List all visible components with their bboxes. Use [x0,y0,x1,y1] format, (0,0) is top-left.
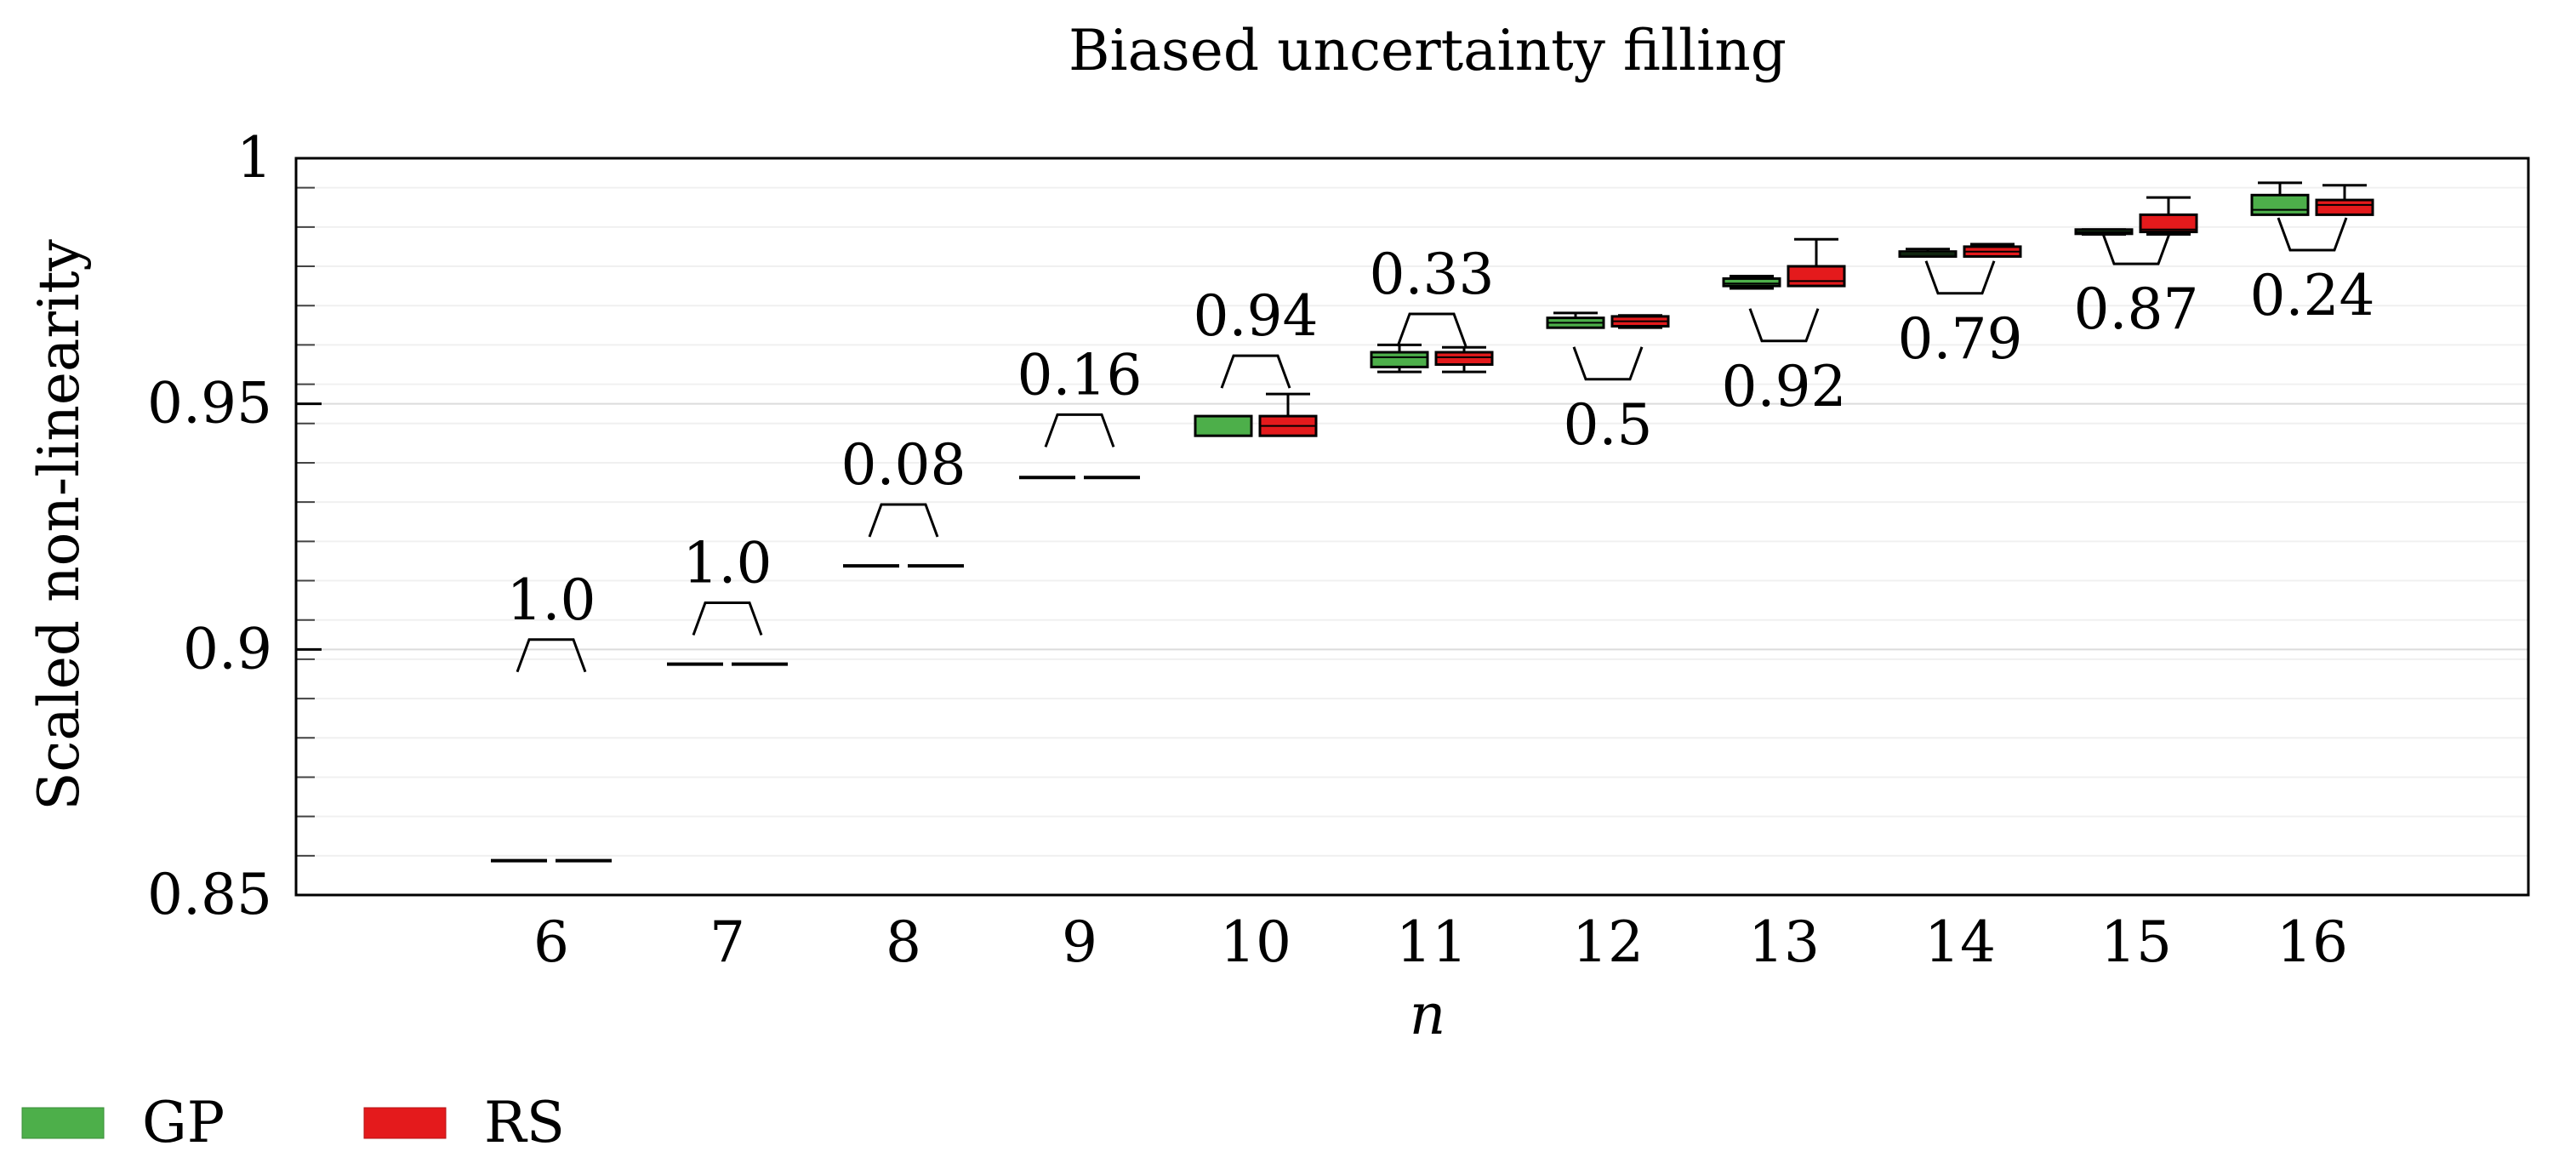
x-tick-label: 13 [1748,909,1820,975]
box-gp-n14 [1898,248,1958,258]
p-value-bracket-n6: 1.0 [507,567,596,673]
bracket [868,503,939,538]
y-axis: 0.85 0.9 0.95 1 [147,125,322,927]
p-value-bracket-n14: 0.79 [1898,260,2023,372]
p-value-label: 0.92 [1722,354,1847,419]
p-value-label: 0.16 [1017,342,1143,408]
x-tick-label: 10 [1220,909,1291,975]
x-tick-label: 14 [1924,909,1996,975]
p-value-label: 1.0 [683,530,772,596]
y-tick-label: 0.95 [147,371,272,436]
p-value-label: 0.94 [1194,283,1319,349]
y-axis-label: Scaled non-linearity [26,239,92,811]
iqr-box [1434,351,1494,366]
p-value-layer: 1.0 1.0 0.08 0.16 0.94 0.33 0.5 0.92 0.79 0.87 0.2… [507,217,2375,673]
bracket [2100,231,2172,265]
x-tick-label: 16 [2277,909,2348,975]
p-value-bracket-n9: 0.16 [1017,342,1143,448]
legend-label-rs: RS [484,1090,565,1155]
grid-layer [296,186,2528,857]
p-value-bracket-n7: 1.0 [683,530,772,636]
p-value-label: 1.0 [507,567,596,633]
p-value-bracket-n13: 0.92 [1722,308,1847,419]
iqr-box [1722,276,1781,288]
p-value-bracket-n11: 0.33 [1370,242,1495,347]
p-value-label: 0.87 [2074,276,2199,342]
box-rs-n11 [1434,345,1494,373]
iqr-box [1194,414,1253,437]
p-value-label: 0.5 [1564,392,1653,458]
bracket [1220,354,1291,389]
x-axis-label: n [1410,982,1446,1047]
chart-title: Biased uncertainty filling [1069,18,1787,83]
x-tick-label: 8 [886,909,921,975]
p-value-label: 0.08 [841,432,966,498]
iqr-box [2250,193,2310,216]
box-gp-n13 [1722,275,1781,290]
p-value-bracket-n16: 0.24 [2250,217,2375,328]
legend-swatch-gp [21,1107,105,1139]
legend: GP RS [21,1090,565,1155]
p-value-label: 0.33 [1370,242,1495,307]
p-value-bracket-n8: 0.08 [841,432,966,538]
x-axis: 6 7 8 9 10 11 12 13 14 15 16 [533,909,2348,975]
box-gp-n10 [1194,414,1253,437]
x-tick-label: 9 [1062,909,1097,975]
y-tick-label: 0.85 [147,862,272,927]
bracket [516,638,587,673]
p-value-bracket-n15: 0.87 [2074,231,2199,342]
bracket [2277,217,2348,252]
bracket [1924,260,1996,295]
plot-frame [294,157,2530,897]
iqr-box [1787,265,1846,288]
bracket [1396,312,1468,347]
p-value-label: 0.79 [1898,306,2023,372]
x-tick-label: 7 [710,909,745,975]
bracket [1044,413,1115,448]
x-tick-label: 15 [2100,909,2172,975]
p-value-bracket-n12: 0.5 [1564,346,1653,458]
x-tick-label: 12 [1572,909,1644,975]
p-value-bracket-n10: 0.94 [1194,283,1319,389]
bracket [1572,346,1644,381]
box-rs-n13 [1787,237,1846,288]
legend-label-gp: GP [142,1090,225,1155]
p-value-label: 0.24 [2250,263,2375,328]
y-tick-label: 0.9 [183,616,272,681]
iqr-box [1370,351,1429,368]
box-rs-n10 [1258,392,1318,437]
boxes-layer [491,181,2374,863]
box-gp-n16 [2250,181,2310,216]
x-tick-label: 11 [1396,909,1468,975]
x-tick-label: 6 [533,909,569,975]
box-rs-n12 [1610,314,1670,329]
iqr-box [2315,198,2374,216]
legend-swatch-rs [363,1107,447,1139]
box-gp-n11 [1370,343,1429,373]
bracket [1748,308,1820,343]
box-rs-n15 [2139,196,2198,236]
y-tick-label: 1 [237,125,272,191]
bracket [692,601,763,636]
box-gp-n12 [1546,311,1605,329]
box-rs-n14 [1963,242,2022,258]
iqr-box [2139,213,2198,234]
box-rs-n16 [2315,184,2374,216]
